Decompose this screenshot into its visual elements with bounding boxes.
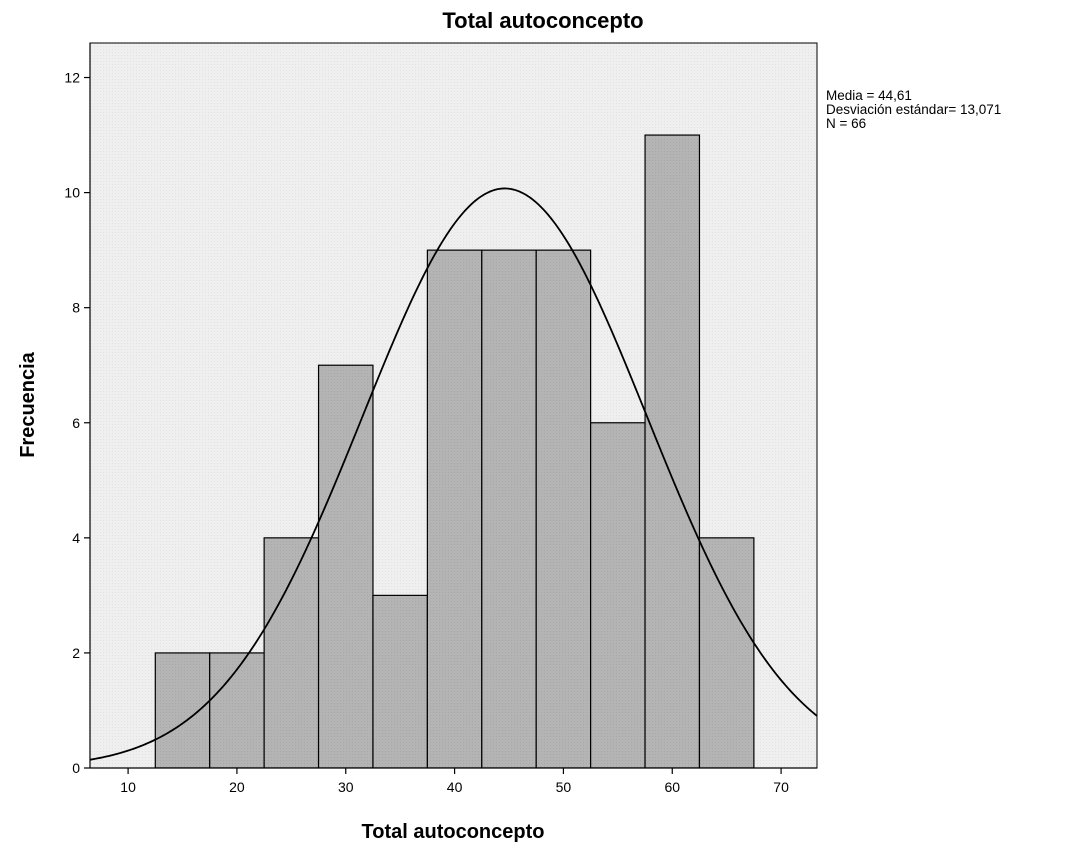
x-tick-label: 60 <box>664 779 680 795</box>
x-tick-label: 20 <box>229 779 245 795</box>
x-tick-label: 70 <box>773 779 789 795</box>
y-tick-label: 10 <box>64 185 80 201</box>
histogram-bar-4 <box>372 594 428 768</box>
y-axis-label: Frecuencia <box>17 351 39 457</box>
x-ticks: 10 20 30 40 50 60 70 <box>120 768 789 795</box>
y-tick-label: 2 <box>72 645 80 661</box>
x-tick-label: 10 <box>120 779 136 795</box>
x-tick-label: 30 <box>338 779 354 795</box>
y-tick-label: 12 <box>64 70 80 86</box>
histogram-bar-0 <box>154 652 211 768</box>
curve-group <box>90 187 817 761</box>
bars-group <box>154 134 755 768</box>
histogram-bar-5 <box>426 249 483 768</box>
y-tick-label: 8 <box>72 300 80 316</box>
chart-title: Total autoconcepto <box>442 8 643 33</box>
stats-mean: Media = 44,61 <box>826 88 912 103</box>
stats-sd: Desviación estándar= 13,071 <box>826 102 1001 117</box>
histogram-bar-3 <box>317 364 374 768</box>
y-tick-label: 6 <box>72 415 80 431</box>
histogram-bar-10 <box>698 537 755 768</box>
x-tick-label: 40 <box>447 779 463 795</box>
histogram-bar-9 <box>644 134 701 768</box>
x-tick-label: 50 <box>556 779 572 795</box>
histogram-bar-2 <box>263 537 320 768</box>
y-tick-label: 0 <box>72 760 80 776</box>
y-tick-label: 4 <box>72 530 80 546</box>
y-ticks: 0 2 4 6 8 10 12 <box>64 70 90 776</box>
histogram-bar-6 <box>481 249 537 768</box>
stats-box: Media = 44,61 Desviación estándar= 13,07… <box>826 88 1001 131</box>
x-axis-label: Total autoconcepto <box>362 821 545 843</box>
normal-curve <box>90 187 817 761</box>
histogram-bar-7 <box>535 249 592 768</box>
histogram-bar-8 <box>590 422 646 768</box>
histogram-bar-1 <box>209 652 265 768</box>
stats-n: N = 66 <box>826 116 866 131</box>
